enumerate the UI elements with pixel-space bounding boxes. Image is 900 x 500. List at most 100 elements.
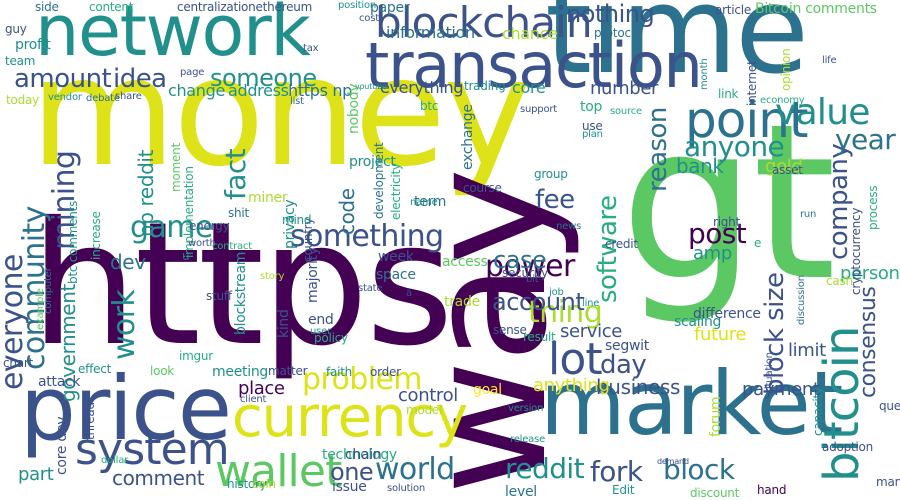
word-segwit: segwit: [605, 338, 649, 354]
word-question: question: [879, 399, 900, 413]
word-effect: effect: [78, 362, 112, 376]
word-team: team: [5, 54, 36, 68]
word-discount: discount: [690, 486, 740, 500]
word-cost: cost: [359, 13, 379, 24]
word-post: post: [688, 217, 747, 250]
word-comment: comment: [112, 466, 205, 490]
word-price: price: [20, 357, 232, 460]
word-dev: dev: [110, 250, 146, 274]
word-payment: payment: [742, 379, 820, 400]
word-content: content: [89, 0, 134, 14]
word-system: system: [75, 424, 230, 475]
word-faith: faith: [326, 365, 353, 379]
word-trade: trade: [444, 294, 480, 310]
word-blockchain: blockchain: [375, 0, 593, 47]
word-goal: goal: [473, 382, 502, 398]
word-block: block: [663, 453, 735, 486]
word-computer: computer: [43, 267, 54, 314]
word-right: right: [713, 215, 740, 229]
word-something: something: [290, 219, 444, 254]
word-network: network: [35, 0, 311, 72]
word-plan: plan: [582, 129, 603, 140]
word-one: one: [330, 458, 374, 486]
word-limit: limit: [788, 340, 826, 361]
word-life: life: [822, 55, 837, 66]
word-order: order: [370, 365, 401, 379]
word-stuff: stuff: [206, 289, 232, 303]
word-page: page: [180, 67, 205, 78]
word-increase: increase: [89, 211, 103, 260]
word-name: name: [410, 197, 438, 208]
word-technology: technology: [322, 447, 397, 463]
word-sense: sense: [493, 323, 527, 337]
word-internet: internet: [745, 60, 759, 106]
word-course: course: [463, 181, 502, 195]
word-look: look: [150, 364, 175, 378]
word-worth: worth: [188, 238, 216, 249]
word-history: history: [227, 477, 267, 491]
word-dollar: dollar: [101, 455, 129, 466]
word-release: release: [510, 434, 546, 445]
word-consensus: consensus: [856, 286, 881, 398]
word-shit: shit: [228, 206, 249, 220]
word-use: use: [582, 119, 603, 133]
word-tax: tax: [303, 43, 319, 54]
word-case: case: [493, 246, 547, 274]
word-u: u: [182, 249, 190, 263]
word-attack: attack: [38, 374, 81, 390]
word-idea: idea: [113, 64, 167, 94]
word-year: year: [835, 123, 896, 156]
word-https-np: https np: [288, 81, 353, 100]
word-economy: economy: [760, 95, 805, 106]
word-access: access: [442, 254, 488, 270]
word-model: model: [406, 403, 443, 417]
word-run: run: [800, 209, 817, 220]
word-source: source: [610, 106, 643, 117]
word-imgur: imgur: [179, 349, 213, 363]
word-chain: chain: [345, 447, 382, 463]
word-term: term: [414, 194, 447, 210]
word-transaction: transaction: [365, 29, 703, 102]
word-cash: cash: [826, 274, 853, 288]
word-gt: gt: [620, 77, 836, 328]
word-everything: everything: [380, 78, 464, 97]
word-gold: gold: [765, 156, 803, 177]
word-day: day: [600, 350, 647, 380]
word-share: share: [115, 91, 142, 102]
word-cryptocurrency: cryptocurrency: [849, 207, 863, 295]
word-core: core: [512, 78, 546, 97]
word-amount: amount: [14, 64, 112, 94]
word-mind: mind: [282, 213, 312, 227]
word-information: information: [386, 23, 475, 42]
word-np-reddit: np reddit: [134, 149, 158, 237]
word-fork: fork: [590, 455, 643, 488]
word-anything: anything: [533, 375, 610, 396]
word-version: version: [508, 403, 544, 414]
word-process: process: [866, 185, 880, 230]
word-meeting: meeting: [212, 364, 269, 380]
word-contract: contract: [212, 241, 252, 252]
word-today: today: [6, 93, 39, 107]
word-future: future: [694, 324, 747, 345]
word-bank: bank: [676, 154, 724, 178]
word-group: group: [534, 167, 568, 181]
word-link: link: [718, 87, 739, 101]
word-chance: chance: [502, 24, 558, 43]
word-bit: bit: [526, 274, 539, 285]
word-youtube: youtube: [355, 82, 387, 91]
word-money: money: [30, 26, 532, 200]
word-place: place: [238, 378, 285, 399]
word-paper: paper: [370, 0, 410, 16]
word-market: market: [540, 352, 844, 455]
word-nobody: nobody: [346, 83, 362, 134]
word-value: value: [775, 92, 870, 133]
word-man: man: [876, 475, 900, 489]
word-nothing: nothing: [566, 0, 655, 28]
word-centralizationethereum: centralizationethereum: [177, 0, 313, 14]
word-thread: thread: [83, 402, 97, 440]
word-reddit: reddit: [505, 452, 585, 485]
word-game: game: [130, 210, 213, 245]
word-number: number: [590, 78, 659, 99]
word-end: end: [308, 312, 334, 328]
